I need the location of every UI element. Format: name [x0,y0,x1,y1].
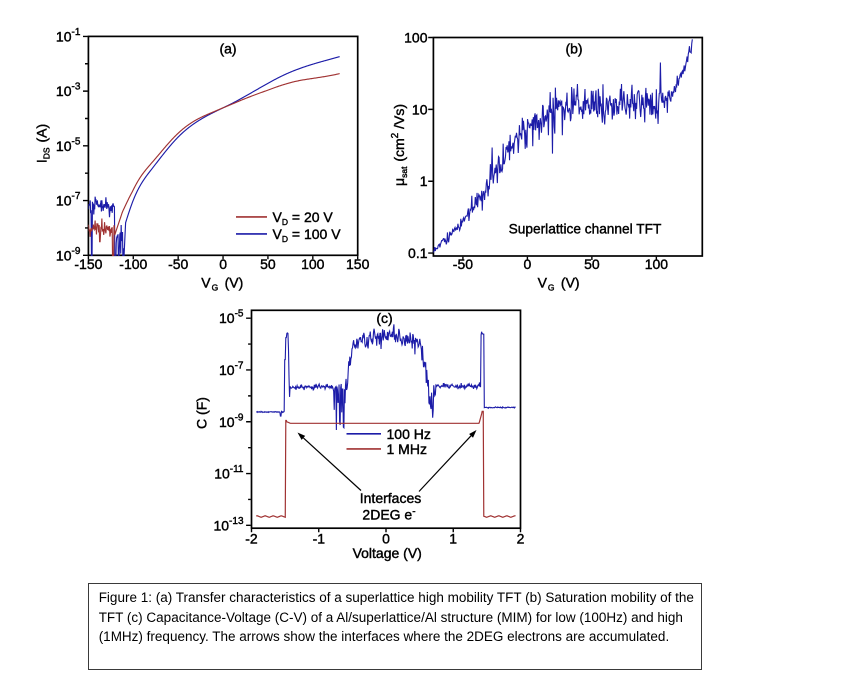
svg-text:(a): (a) [219,41,236,57]
svg-text:-150: -150 [74,256,102,272]
svg-text:100: 100 [301,256,325,272]
svg-text:VD = 20 V: VD = 20 V [273,209,334,227]
svg-text:Superlattice channel TFT: Superlattice channel TFT [509,222,662,237]
svg-text:10: 10 [412,101,428,117]
svg-text:VG (V): VG (V) [201,275,243,293]
svg-text:VG (V): VG (V) [538,275,580,293]
svg-text:0: 0 [382,531,390,547]
svg-text:Interfaces: Interfaces [360,490,421,506]
svg-text:Voltage (V): Voltage (V) [353,545,422,561]
svg-text:100: 100 [645,256,669,272]
svg-text:-100: -100 [119,256,147,272]
svg-text:(c): (c) [376,310,392,326]
svg-text:2: 2 [517,531,525,547]
svg-text:100 Hz: 100 Hz [387,426,431,442]
svg-text:μsat (cm2 /Vs): μsat (cm2 /Vs) [390,104,409,186]
svg-text:0: 0 [219,256,227,272]
svg-text:100: 100 [404,30,428,46]
svg-text:0: 0 [524,256,532,272]
svg-text:(b): (b) [565,41,582,57]
svg-text:1 MHz: 1 MHz [387,441,427,457]
svg-text:VD = 100 V: VD = 100 V [273,226,342,244]
svg-text:-2: -2 [245,531,258,547]
svg-text:1: 1 [420,173,428,189]
svg-text:C (F): C (F) [194,397,210,429]
svg-text:150: 150 [346,256,370,272]
svg-text:50: 50 [584,256,600,272]
svg-text:2DEG e-: 2DEG e- [362,507,415,523]
svg-text:-50: -50 [453,256,473,272]
svg-text:50: 50 [260,256,276,272]
svg-text:1: 1 [449,531,457,547]
svg-text:-50: -50 [168,256,188,272]
svg-text:-1: -1 [313,531,326,547]
svg-text:0.1: 0.1 [408,245,428,261]
